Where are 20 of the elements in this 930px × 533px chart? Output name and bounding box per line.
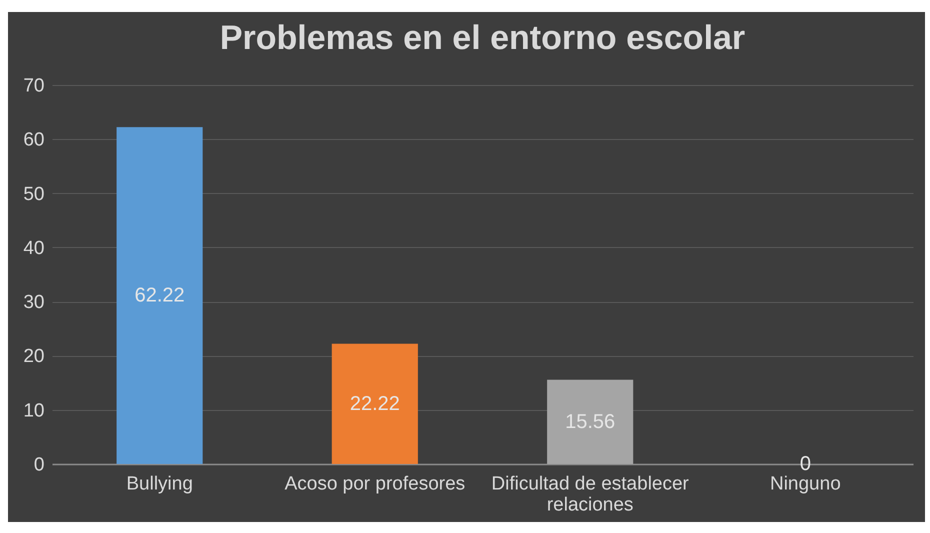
y-tick-label: 10 <box>23 400 44 422</box>
x-tick-label: Bullying <box>126 474 193 494</box>
data-label: 0 <box>800 453 811 475</box>
data-label: 22.22 <box>350 392 400 415</box>
bar <box>332 344 418 464</box>
y-tick-label: 40 <box>23 238 44 259</box>
data-label: 15.56 <box>565 410 616 433</box>
y-tick-label: 50 <box>23 184 44 205</box>
bar <box>547 380 634 464</box>
y-tick-label: 60 <box>23 130 44 151</box>
x-tick-label: Ninguno <box>770 474 841 494</box>
x-tick-label: Acoso por profesores <box>284 474 466 494</box>
chart-title: Problemas en el entorno escolar <box>220 19 746 57</box>
bar <box>116 127 203 464</box>
y-tick-label: 70 <box>23 76 44 96</box>
y-tick-label: 20 <box>23 346 44 368</box>
data-label: 62.22 <box>134 284 185 307</box>
y-tick-label: 30 <box>23 292 44 314</box>
y-tick-label: 0 <box>34 454 44 476</box>
x-tick-label: Dificultad de establecer relaciones <box>491 474 690 516</box>
